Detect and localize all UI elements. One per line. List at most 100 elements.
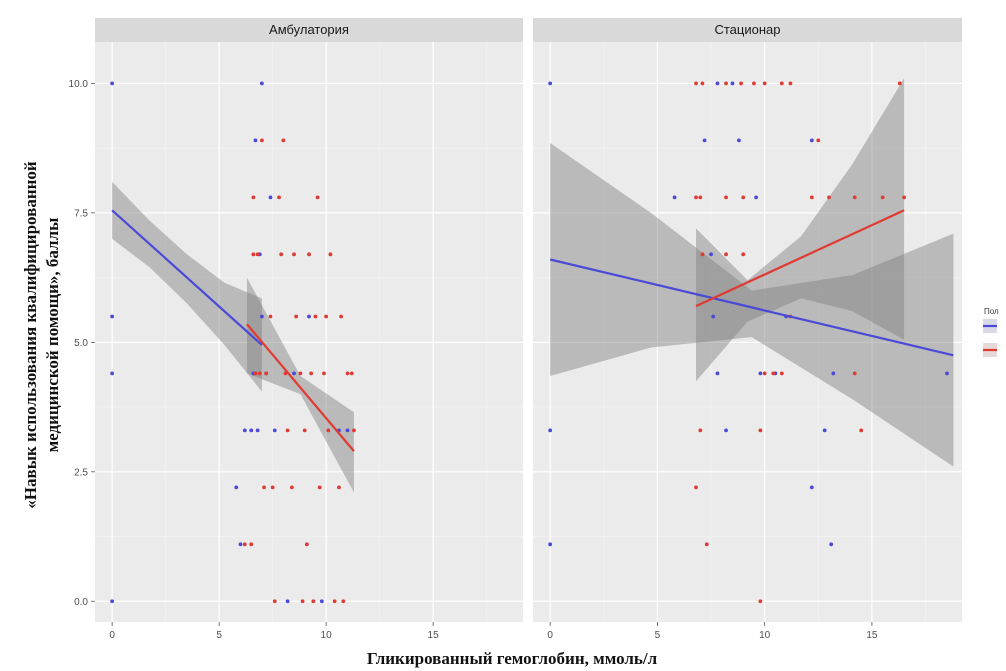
- data-point-blue: [737, 138, 741, 143]
- data-point-red: [902, 195, 906, 200]
- data-point-red: [285, 428, 290, 433]
- data-point-red: [852, 371, 857, 376]
- data-point-blue: [234, 485, 239, 490]
- data-point-red: [251, 195, 256, 200]
- data-point-red: [262, 485, 266, 490]
- x-axis-title: Гликированный гемоглобин, ммоль/л: [367, 649, 658, 668]
- y-axis-title-line-1: «Навык использования квалифицированной: [21, 161, 40, 509]
- x-tick-label: 0: [109, 630, 115, 641]
- data-point-red: [311, 599, 316, 604]
- regression-line-blue: [549, 258, 954, 357]
- data-point-red: [698, 195, 703, 200]
- data-point-red: [264, 371, 269, 376]
- data-point-red: [298, 371, 303, 376]
- data-point-red: [724, 195, 728, 200]
- data-point-blue: [242, 428, 247, 433]
- data-point-red: [752, 81, 756, 86]
- y-tick-label: 10.0: [69, 79, 89, 90]
- data-point-blue: [702, 138, 707, 143]
- regression-line-blue: [111, 209, 263, 346]
- data-point-red: [251, 252, 256, 257]
- data-point-blue: [319, 599, 324, 604]
- data-point-blue: [758, 371, 763, 376]
- data-point-red: [352, 428, 356, 433]
- x-tick-label: 15: [866, 630, 878, 641]
- data-point-blue: [110, 81, 115, 86]
- panel-background: [95, 42, 523, 622]
- data-point-red: [758, 428, 763, 433]
- data-point-red: [758, 599, 763, 604]
- data-point-red: [260, 138, 264, 143]
- data-point-red: [739, 81, 743, 86]
- panel-2: Стационар 0 5 10 15: [533, 18, 962, 641]
- data-point-red: [724, 252, 728, 257]
- data-point-red: [816, 138, 821, 143]
- x-tick-label: 10: [759, 630, 771, 641]
- data-point-red: [741, 195, 746, 200]
- data-point-red: [788, 81, 793, 86]
- data-point-blue: [255, 428, 260, 433]
- data-point-red: [322, 371, 326, 376]
- data-point-blue: [307, 314, 311, 319]
- panel-1: Амбулатория 0 5 10 15: [95, 18, 523, 641]
- data-point-red: [337, 485, 341, 490]
- data-point-blue: [249, 428, 254, 433]
- panels-layer: Амбулатория 0 5 10 15 Стационар 0 5 10 15 0.0 2.5 5.…: [69, 18, 962, 641]
- x-tick-label: 5: [216, 630, 222, 641]
- data-point-blue: [285, 599, 290, 604]
- data-point-blue: [548, 542, 553, 547]
- x-tick-label: 15: [428, 630, 440, 641]
- data-point-blue: [829, 542, 834, 547]
- data-point-blue: [945, 371, 949, 376]
- data-point-red: [694, 485, 698, 490]
- data-point-red: [880, 195, 885, 200]
- data-point-blue: [268, 195, 273, 200]
- data-point-blue: [292, 371, 296, 376]
- data-point-blue: [272, 428, 277, 433]
- data-point-red: [307, 252, 311, 257]
- data-point-red: [324, 314, 329, 319]
- data-point-blue: [238, 542, 243, 547]
- data-point-red: [859, 428, 864, 433]
- data-point-red: [300, 599, 305, 604]
- data-point-blue: [711, 314, 716, 319]
- data-point-blue: [260, 314, 264, 319]
- data-point-red: [277, 195, 281, 200]
- x-tick-label: 5: [655, 630, 661, 641]
- data-point-red: [302, 428, 307, 433]
- data-point-red: [253, 371, 258, 376]
- data-point-red: [249, 542, 254, 547]
- data-point-red: [313, 314, 318, 319]
- data-point-red: [270, 485, 275, 490]
- confidence-band-red: [246, 277, 354, 493]
- data-point-blue: [709, 252, 713, 257]
- facet-strip: [95, 18, 523, 42]
- data-point-red: [289, 485, 294, 490]
- legend: Пол: [983, 307, 999, 357]
- data-point-red: [317, 485, 322, 490]
- data-point-red: [762, 81, 767, 86]
- y-tick-label: 5.0: [74, 338, 88, 349]
- x-tick-label: 0: [547, 630, 553, 641]
- x-tick-label: 10: [321, 630, 333, 641]
- data-point-red: [257, 371, 262, 376]
- data-point-blue: [345, 428, 350, 433]
- data-point-red: [281, 138, 286, 143]
- legend-title: Пол: [984, 307, 999, 316]
- regression-line-red: [246, 323, 355, 452]
- facet-title: Стационар: [714, 22, 780, 37]
- data-point-red: [694, 195, 698, 200]
- data-point-red: [341, 599, 346, 604]
- data-point-red: [279, 252, 284, 257]
- data-point-red: [315, 195, 320, 200]
- data-point-red: [700, 81, 705, 86]
- data-point-red: [741, 252, 746, 257]
- data-point-blue: [809, 485, 814, 490]
- data-point-red: [332, 599, 337, 604]
- data-point-blue: [110, 599, 115, 604]
- data-point-red: [724, 81, 728, 86]
- y-tick-label: 7.5: [74, 208, 88, 219]
- data-point-red: [779, 81, 784, 86]
- data-point-red: [771, 371, 776, 376]
